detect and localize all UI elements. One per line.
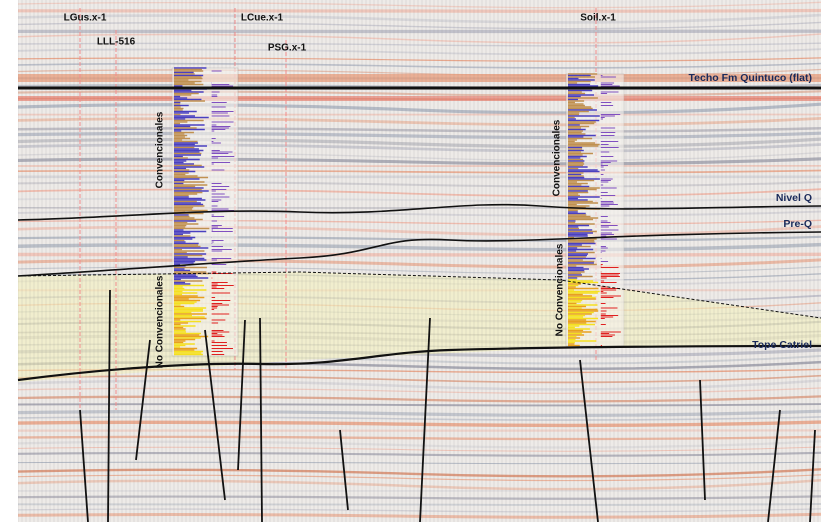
horizon-nivel-q bbox=[17, 203, 821, 221]
well-label: LCue.x-1 bbox=[241, 13, 284, 24]
well-label: LLL-516 bbox=[97, 37, 136, 48]
fault bbox=[135, 339, 151, 461]
zone-label: Convencionales bbox=[155, 111, 166, 188]
horizon-label: Pre-Q bbox=[783, 218, 812, 230]
horizon-pre-q bbox=[17, 231, 821, 277]
horizon-label: Techo Fm Quintuco (flat) bbox=[689, 72, 812, 84]
horizon-dashed bbox=[17, 271, 821, 319]
faults bbox=[79, 289, 816, 522]
well-label: PSG.x-1 bbox=[268, 43, 307, 54]
fault bbox=[107, 289, 111, 522]
fault bbox=[79, 409, 89, 522]
fault bbox=[579, 359, 599, 522]
fault bbox=[419, 317, 431, 522]
fault bbox=[237, 319, 246, 471]
fault bbox=[767, 409, 781, 522]
zone-label: Convencionales bbox=[552, 119, 563, 196]
fault bbox=[699, 379, 706, 501]
fault bbox=[809, 429, 816, 522]
fault bbox=[204, 329, 226, 501]
fault bbox=[339, 429, 349, 511]
horizon-label: Tope Catriel bbox=[752, 339, 812, 351]
left-margin bbox=[0, 0, 18, 522]
horizon-lines bbox=[17, 86, 821, 382]
well-label: LGus.x-1 bbox=[64, 13, 107, 24]
fault bbox=[259, 317, 263, 522]
well-label: Soil.x-1 bbox=[580, 13, 616, 24]
horizon-tope-catriel bbox=[17, 344, 821, 382]
zone-label: No Convencionales bbox=[155, 275, 166, 368]
zone-label: No Convencionales bbox=[555, 243, 566, 336]
horizon-label: Nivel Q bbox=[776, 192, 812, 204]
